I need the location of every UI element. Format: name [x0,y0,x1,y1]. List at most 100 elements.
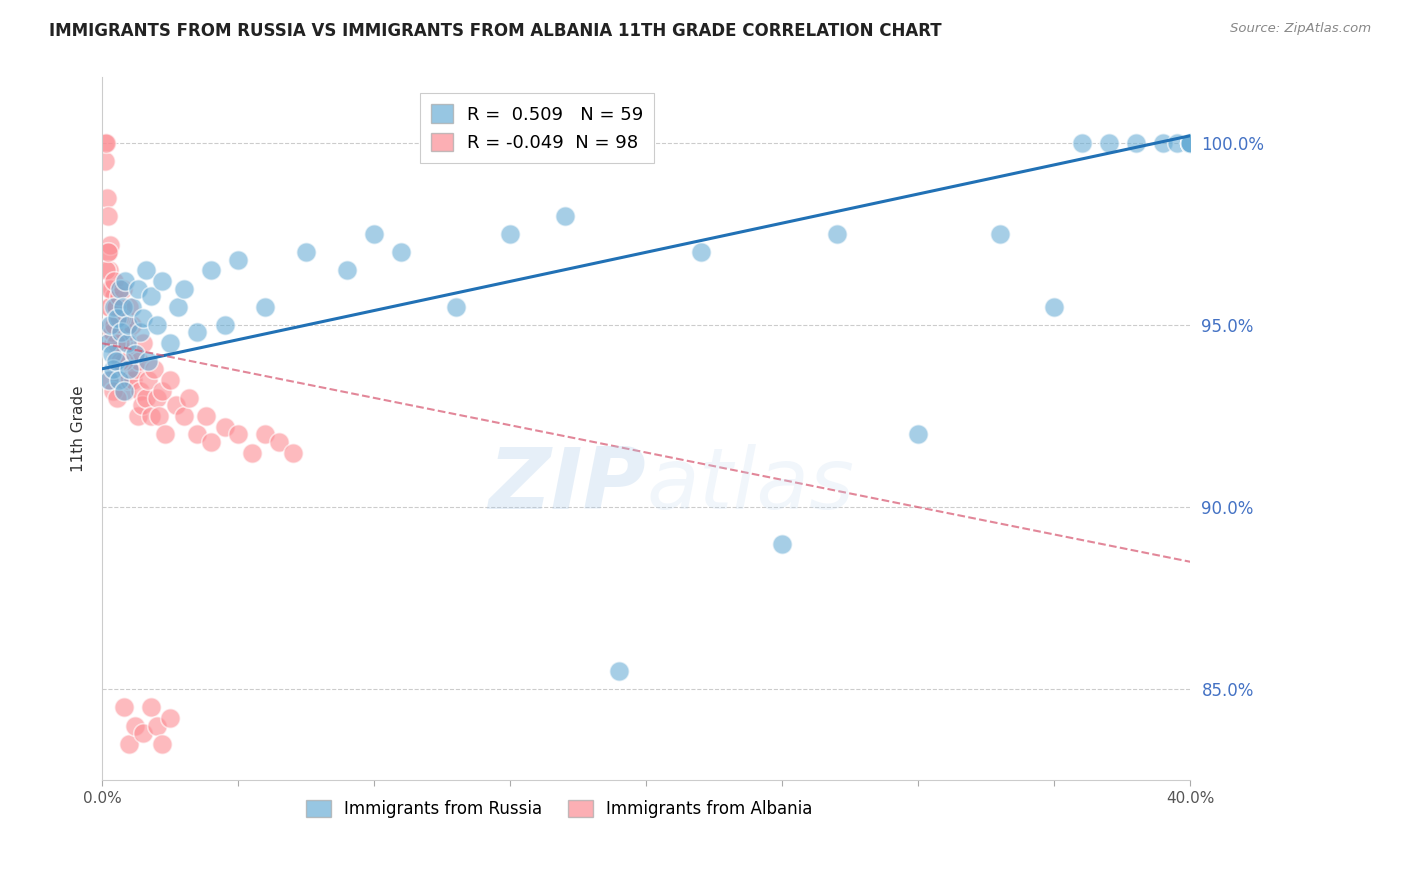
Point [115,384,138,398]
Point [1180,136,1202,150]
Point [128,354,150,368]
Point [115,336,138,351]
Point [907,427,929,442]
Point [825,227,848,241]
Point [118,354,141,368]
Point [112,700,135,714]
Point [114,274,136,288]
Point [97,245,120,260]
Point [159,336,181,351]
Point [363,227,385,241]
Point [98,300,121,314]
Point [101,336,124,351]
Point [186,326,208,340]
Point [108,354,131,368]
Point [110,326,132,340]
Point [96,191,118,205]
Point [117,318,139,332]
Point [295,245,318,260]
Point [105,347,128,361]
Point [150,274,173,288]
Text: ZIP: ZIP [489,443,647,526]
Point [554,209,576,223]
Point [159,711,181,725]
Point [988,227,1011,241]
Point [108,354,131,368]
Point [112,354,135,368]
Point [226,427,249,442]
Point [104,336,127,351]
Point [111,318,134,332]
Point [499,227,522,241]
Point [200,263,222,277]
Point [104,354,127,368]
Point [105,361,128,376]
Point [103,289,125,303]
Point [100,347,122,361]
Point [122,373,145,387]
Point [153,427,176,442]
Point [96,263,118,277]
Point [150,737,173,751]
Point [173,409,195,424]
Point [1180,136,1202,150]
Point [1070,136,1092,150]
Point [107,289,129,303]
Point [111,300,134,314]
Point [100,238,122,252]
Point [1166,136,1188,150]
Point [111,282,134,296]
Point [607,664,630,678]
Point [100,282,122,296]
Point [120,361,142,376]
Point [1180,136,1202,150]
Point [336,263,359,277]
Point [115,326,138,340]
Point [1152,136,1174,150]
Text: atlas: atlas [647,443,855,526]
Point [108,282,131,296]
Point [101,361,124,376]
Point [135,391,157,405]
Point [103,274,125,288]
Point [107,336,129,351]
Point [111,373,134,387]
Point [770,536,793,550]
Point [1043,300,1066,314]
Point [214,318,236,332]
Point [100,326,122,340]
Point [104,300,127,314]
Point [127,409,149,424]
Point [167,300,190,314]
Point [115,318,138,332]
Point [110,326,132,340]
Point [110,310,132,325]
Point [107,373,129,387]
Point [108,310,131,325]
Point [240,445,263,459]
Point [226,252,249,267]
Point [145,318,167,332]
Point [112,347,135,361]
Point [108,336,131,351]
Point [159,373,181,387]
Point [186,427,208,442]
Point [97,209,120,223]
Point [98,263,121,277]
Point [141,700,163,714]
Point [103,318,125,332]
Point [132,726,155,740]
Point [200,434,222,449]
Text: IMMIGRANTS FROM RUSSIA VS IMMIGRANTS FROM ALBANIA 11TH GRADE CORRELATION CHART: IMMIGRANTS FROM RUSSIA VS IMMIGRANTS FRO… [49,22,942,40]
Point [101,384,124,398]
Point [689,245,711,260]
Point [97,245,120,260]
Point [121,318,143,332]
Point [121,300,143,314]
Point [101,300,124,314]
Point [107,310,129,325]
Point [132,336,155,351]
Y-axis label: 11th Grade: 11th Grade [72,385,86,472]
Point [141,409,163,424]
Point [114,336,136,351]
